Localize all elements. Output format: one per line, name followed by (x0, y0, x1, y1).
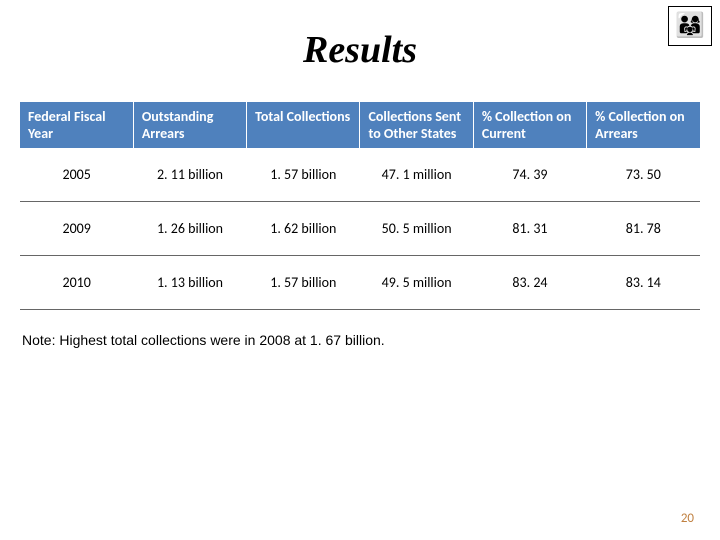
col-collections-sent: Collections Sent to Other States (360, 102, 473, 148)
family-logo-icon: 👨‍👩‍👧 (668, 6, 712, 46)
cell-pct-arrears: 83. 14 (587, 256, 700, 310)
table-row: 2005 2. 11 billion 1. 57 billion 47. 1 m… (20, 148, 700, 202)
cell-total: 1. 57 billion (247, 256, 360, 310)
family-icon: 👨‍👩‍👧 (675, 14, 705, 38)
col-total-collections: Total Collections (247, 102, 360, 148)
cell-arrears: 1. 13 billion (133, 256, 246, 310)
cell-pct-current: 81. 31 (473, 202, 586, 256)
cell-pct-arrears: 81. 78 (587, 202, 700, 256)
cell-year: 2005 (20, 148, 133, 202)
footnote: Note: Highest total collections were in … (20, 332, 700, 348)
col-outstanding-arrears: Outstanding Arrears (133, 102, 246, 148)
page-title: Results (20, 28, 700, 72)
cell-year: 2010 (20, 256, 133, 310)
table-row: 2009 1. 26 billion 1. 62 billion 50. 5 m… (20, 202, 700, 256)
col-pct-current: % Collection on Current (473, 102, 586, 148)
cell-arrears: 1. 26 billion (133, 202, 246, 256)
slide: 👨‍👩‍👧 Results Federal Fiscal Year Outsta… (0, 0, 720, 540)
table-row: 2010 1. 13 billion 1. 57 billion 49. 5 m… (20, 256, 700, 310)
page-number: 20 (681, 511, 694, 526)
col-pct-arrears: % Collection on Arrears (587, 102, 700, 148)
col-federal-fiscal-year: Federal Fiscal Year (20, 102, 133, 148)
table-header-row: Federal Fiscal Year Outstanding Arrears … (20, 102, 700, 148)
cell-sent: 47. 1 million (360, 148, 473, 202)
cell-total: 1. 62 billion (247, 202, 360, 256)
cell-pct-arrears: 73. 50 (587, 148, 700, 202)
cell-total: 1. 57 billion (247, 148, 360, 202)
cell-arrears: 2. 11 billion (133, 148, 246, 202)
cell-sent: 50. 5 million (360, 202, 473, 256)
cell-sent: 49. 5 million (360, 256, 473, 310)
cell-pct-current: 74. 39 (473, 148, 586, 202)
results-table: Federal Fiscal Year Outstanding Arrears … (20, 102, 700, 310)
cell-pct-current: 83. 24 (473, 256, 586, 310)
cell-year: 2009 (20, 202, 133, 256)
